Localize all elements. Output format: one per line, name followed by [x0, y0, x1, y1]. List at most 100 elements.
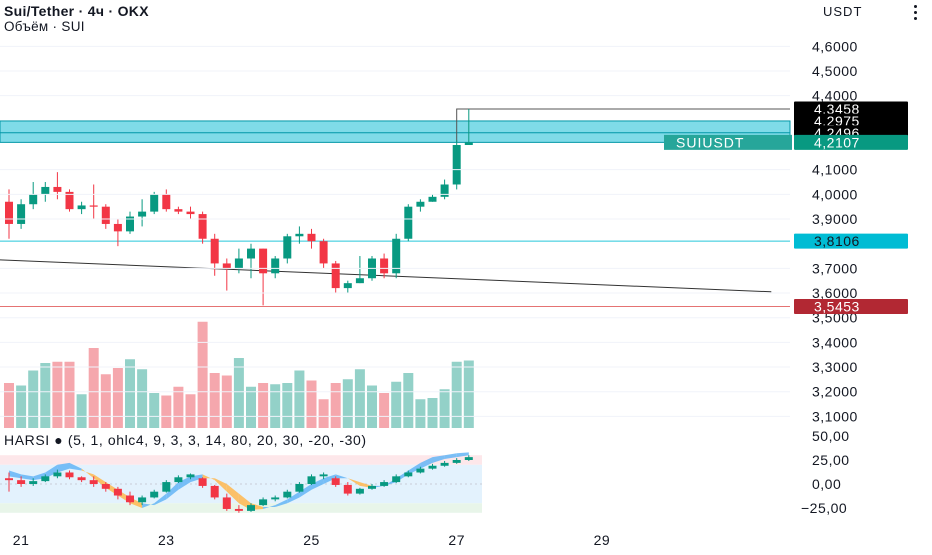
price-label-box	[794, 101, 908, 117]
candle-body	[126, 216, 134, 232]
harsi-candle-body	[271, 497, 280, 500]
harsi-candle-body	[101, 484, 110, 489]
volume-bar	[52, 361, 63, 428]
harsi-candle-body	[343, 484, 352, 494]
volume-bar	[246, 386, 256, 428]
candle-body	[452, 145, 461, 185]
volume-bar	[28, 370, 39, 428]
harsi-candle-body	[440, 462, 449, 466]
harsi-candle-body	[17, 480, 26, 484]
volume-bar	[137, 369, 148, 428]
currency-label[interactable]: USDT	[823, 4, 863, 19]
candle-body	[259, 248, 268, 274]
high-marker-line	[456, 108, 790, 143]
price-label-text: 3,8106	[814, 233, 860, 249]
ribbon-segment	[226, 484, 239, 504]
candle-body	[162, 194, 171, 210]
volume-bar	[64, 361, 75, 428]
harsi-candle-body	[222, 497, 231, 509]
candle-body	[380, 258, 389, 274]
harsi-candle-body	[283, 491, 292, 498]
candle-body	[53, 186, 62, 192]
time-axis[interactable]: 21 23 25 27 29	[13, 532, 610, 548]
ribbon-segment	[287, 491, 300, 504]
vertical-dots-icon[interactable]	[905, 2, 925, 30]
price-tick-label: 3,9000	[812, 211, 858, 227]
volume-bar	[270, 384, 281, 428]
indicator-tick-label: 50,00	[812, 428, 850, 444]
ribbon-segment	[420, 457, 433, 469]
time-tick-label: 23	[158, 532, 175, 548]
price-tick-label: 4,0000	[812, 186, 858, 202]
volume-bar	[161, 395, 172, 428]
indicator-axis[interactable]: 50,00 25,00 0,00 −25,00	[801, 428, 850, 516]
volume-bar	[16, 385, 27, 428]
indicator-legend[interactable]: HARSI ● (5, 1, ohlc4, 9, 3, 3, 14, 80, 2…	[4, 432, 367, 448]
harsi-candle-body	[150, 491, 159, 498]
indicator-tick-label: −25,00	[801, 500, 847, 516]
price-tick-label: 3,2000	[812, 384, 858, 400]
indicator-tick-label: 0,00	[812, 476, 841, 492]
candle-body	[404, 206, 413, 239]
harsi-candle-body	[162, 482, 171, 492]
candle-body	[77, 205, 86, 210]
harsi-candle-body	[210, 485, 219, 498]
harsi-candle-body	[89, 480, 98, 484]
ribbon-segment	[299, 484, 312, 498]
symbol-legend[interactable]: Sui/Tether · 4ч · OKX	[4, 3, 149, 19]
ribbon-segment	[275, 499, 288, 508]
volume-legend[interactable]: Объём · SUI	[4, 19, 85, 34]
harsi-candle-body	[5, 478, 13, 481]
ribbon-segment	[456, 452, 469, 458]
candle-body	[355, 278, 364, 284]
harsi-candle-body	[138, 497, 147, 503]
harsi-candle-body	[113, 488, 122, 496]
harsi-candles	[5, 455, 473, 513]
price-label-text: 3,5453	[814, 299, 860, 315]
ribbon-segment	[444, 453, 457, 460]
volume-bar	[439, 389, 450, 428]
harsi-candle-body	[404, 472, 413, 477]
harsi-candle-body	[331, 478, 340, 485]
price-tick-label: 3,7000	[812, 260, 858, 276]
harsi-candle-body	[368, 485, 376, 489]
volume-bar	[221, 375, 232, 428]
harsi-candle-body	[41, 476, 50, 482]
ribbon-segment	[323, 474, 336, 484]
volume-bar	[306, 380, 317, 428]
candle-body	[17, 204, 26, 224]
ribbon-segment	[214, 478, 227, 492]
price-axis[interactable]: 4,6000 4,5000 4,4000 4,1000 4,0000 3,9000 3,70…	[0, 38, 858, 424]
harsi-candle-body	[452, 460, 461, 463]
harsi-candle-body	[29, 481, 38, 484]
candle-body	[271, 258, 280, 274]
harsi-candle-body	[319, 474, 328, 477]
ribbon-segment	[9, 470, 22, 479]
candle-body	[138, 211, 147, 217]
candle-body	[89, 205, 98, 207]
symbol-tag-text: SUIUSDT	[676, 134, 744, 150]
candle-body	[319, 241, 328, 264]
volume-bar	[88, 348, 99, 428]
price-labels: 4,34584,29754,24964,21073,81063,5453SUIU…	[664, 101, 908, 315]
price-tick-label: 4,1000	[812, 162, 858, 178]
indicator-band	[0, 455, 482, 465]
harsi-candle-body	[380, 482, 389, 486]
volume-bar	[185, 394, 196, 428]
price-label-box	[794, 134, 908, 150]
volume-bar	[403, 373, 414, 428]
candle-body	[210, 238, 219, 264]
volume-bar	[112, 368, 123, 428]
ribbon-segment	[263, 505, 276, 509]
volume-bar	[318, 399, 329, 428]
resistance-zone-layer[interactable]	[0, 120, 791, 143]
volume-bars	[4, 321, 474, 428]
candle-body	[29, 194, 38, 205]
volume-bar	[76, 394, 87, 428]
volume-bar	[415, 399, 426, 428]
volume-bar	[197, 321, 208, 428]
price-tick-label: 3,3000	[812, 359, 858, 375]
harsi-candle-body	[295, 484, 304, 492]
